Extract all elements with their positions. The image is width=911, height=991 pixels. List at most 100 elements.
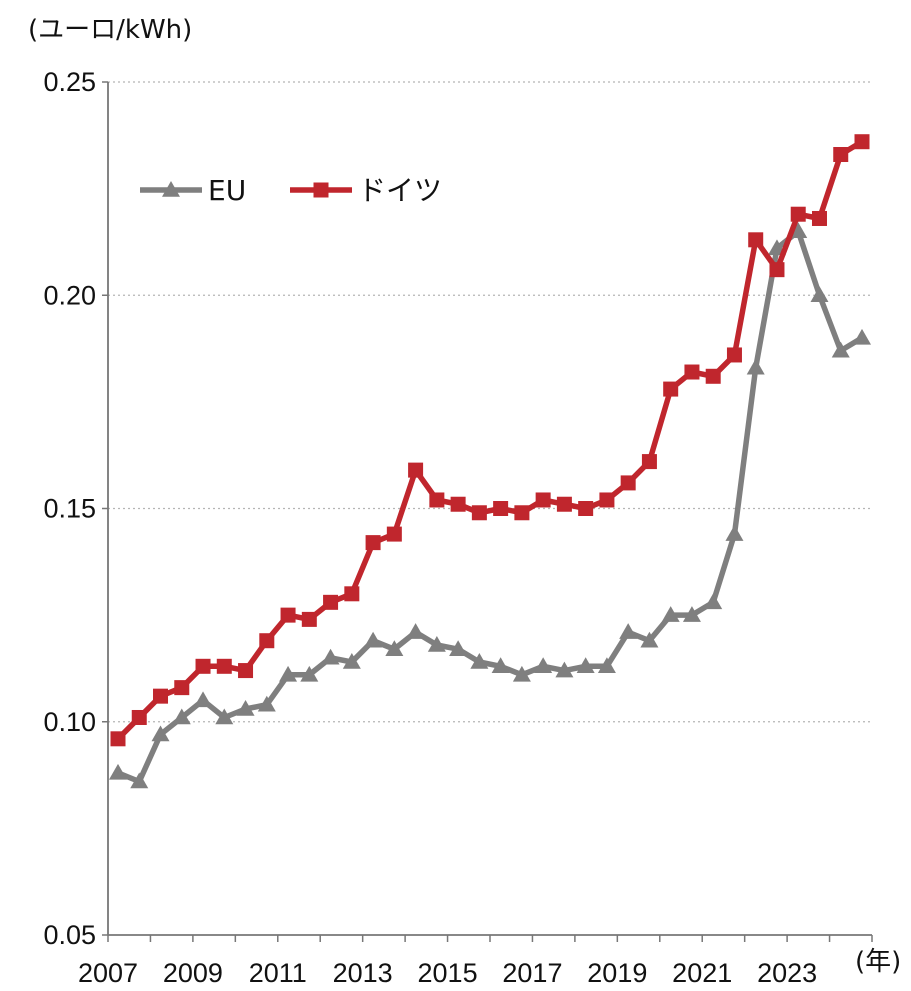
data-point [555,661,574,678]
data-point [195,658,211,674]
data-point [514,505,530,521]
data-point [471,505,487,521]
data-point [576,657,595,674]
data-point [321,648,340,665]
data-point [493,501,509,516]
data-point [342,653,361,669]
data-point [449,640,468,656]
data-point [236,699,255,716]
data-point [153,688,169,704]
data-point [640,631,659,648]
x-tick-label: 2023 [757,958,817,988]
legend-label: EU [208,174,246,207]
data-point [151,725,170,742]
x-tick-label: 2007 [78,958,138,988]
data-point [641,454,657,470]
data-point [661,606,680,622]
legend-item: ドイツ [290,174,442,207]
data-point [534,657,553,674]
y-tick-labels: 0.05 0.10 0.15 0.20 0.25 [43,67,96,950]
data-point [257,695,276,712]
data-point [682,606,701,622]
data-point [386,526,402,542]
data-point [556,496,572,512]
data-point [131,709,147,725]
data-point [259,633,275,649]
y-tick-label: 0.10 [43,707,96,737]
data-point [769,262,785,278]
data-point [313,182,329,198]
data-point [748,232,764,248]
data-point [408,462,424,478]
legend: EU ドイツ [140,174,442,207]
series-line [116,139,864,741]
x-tick-label: 2015 [418,958,478,988]
legend-label: ドイツ [358,174,442,207]
data-point [323,594,339,610]
data-series [109,134,871,789]
data-point [238,663,254,679]
data-point [364,631,383,648]
y-axis-label: (ユーロ/kWh) [28,15,192,45]
x-tick-label: 2009 [163,958,223,988]
data-point [790,206,806,222]
data-point [174,680,190,696]
series-eu [109,222,871,789]
data-point [344,586,360,602]
data-point [162,181,180,197]
data-point [619,623,638,639]
data-point [365,535,381,551]
data-point [109,763,127,780]
y-tick-label: 0.20 [43,280,96,310]
data-point [663,381,679,397]
data-point [279,665,298,682]
data-point [705,368,721,384]
data-point [172,708,191,725]
data-point [385,640,404,656]
data-point [726,347,742,363]
x-tick-label: 2017 [502,958,562,988]
data-point [597,657,616,674]
data-point [704,593,723,610]
data-point [811,210,827,226]
y-tick-label: 0.15 [43,494,96,524]
y-tick-label: 0.05 [43,920,96,950]
data-point [300,665,319,682]
x-tick-label: 2019 [587,958,647,988]
data-point [725,525,744,541]
data-point [810,286,829,302]
data-point [491,657,510,674]
data-point [831,341,850,358]
y-tick-label: 0.25 [43,67,96,97]
data-point [450,496,466,512]
x-tick-label: 2021 [672,958,732,988]
data-point [194,691,213,708]
data-point [833,147,849,163]
data-point [746,358,765,375]
series-doitsu [110,134,870,747]
x-tick-label: 2013 [333,958,393,988]
data-point [535,492,551,508]
data-point [216,658,232,674]
data-point [429,492,445,508]
data-point [789,222,808,239]
data-point [599,492,615,508]
data-point [684,364,700,380]
data-point [470,653,489,669]
axes [102,81,873,942]
data-point [853,328,871,345]
data-point [578,501,594,516]
x-tick-label: 2011 [249,958,307,988]
legend-item: EU [140,174,246,207]
data-point [854,134,870,150]
data-point [620,475,636,491]
data-point [110,731,126,747]
data-point [215,708,234,725]
data-point [130,772,149,789]
data-point [301,611,317,627]
x-tick-labels: 2007 2009 2011 2013 2015 2017 2019 2021 2023 [78,958,817,988]
x-axis-label: (年) [855,947,901,977]
data-point [280,607,296,623]
series-line [116,228,864,785]
